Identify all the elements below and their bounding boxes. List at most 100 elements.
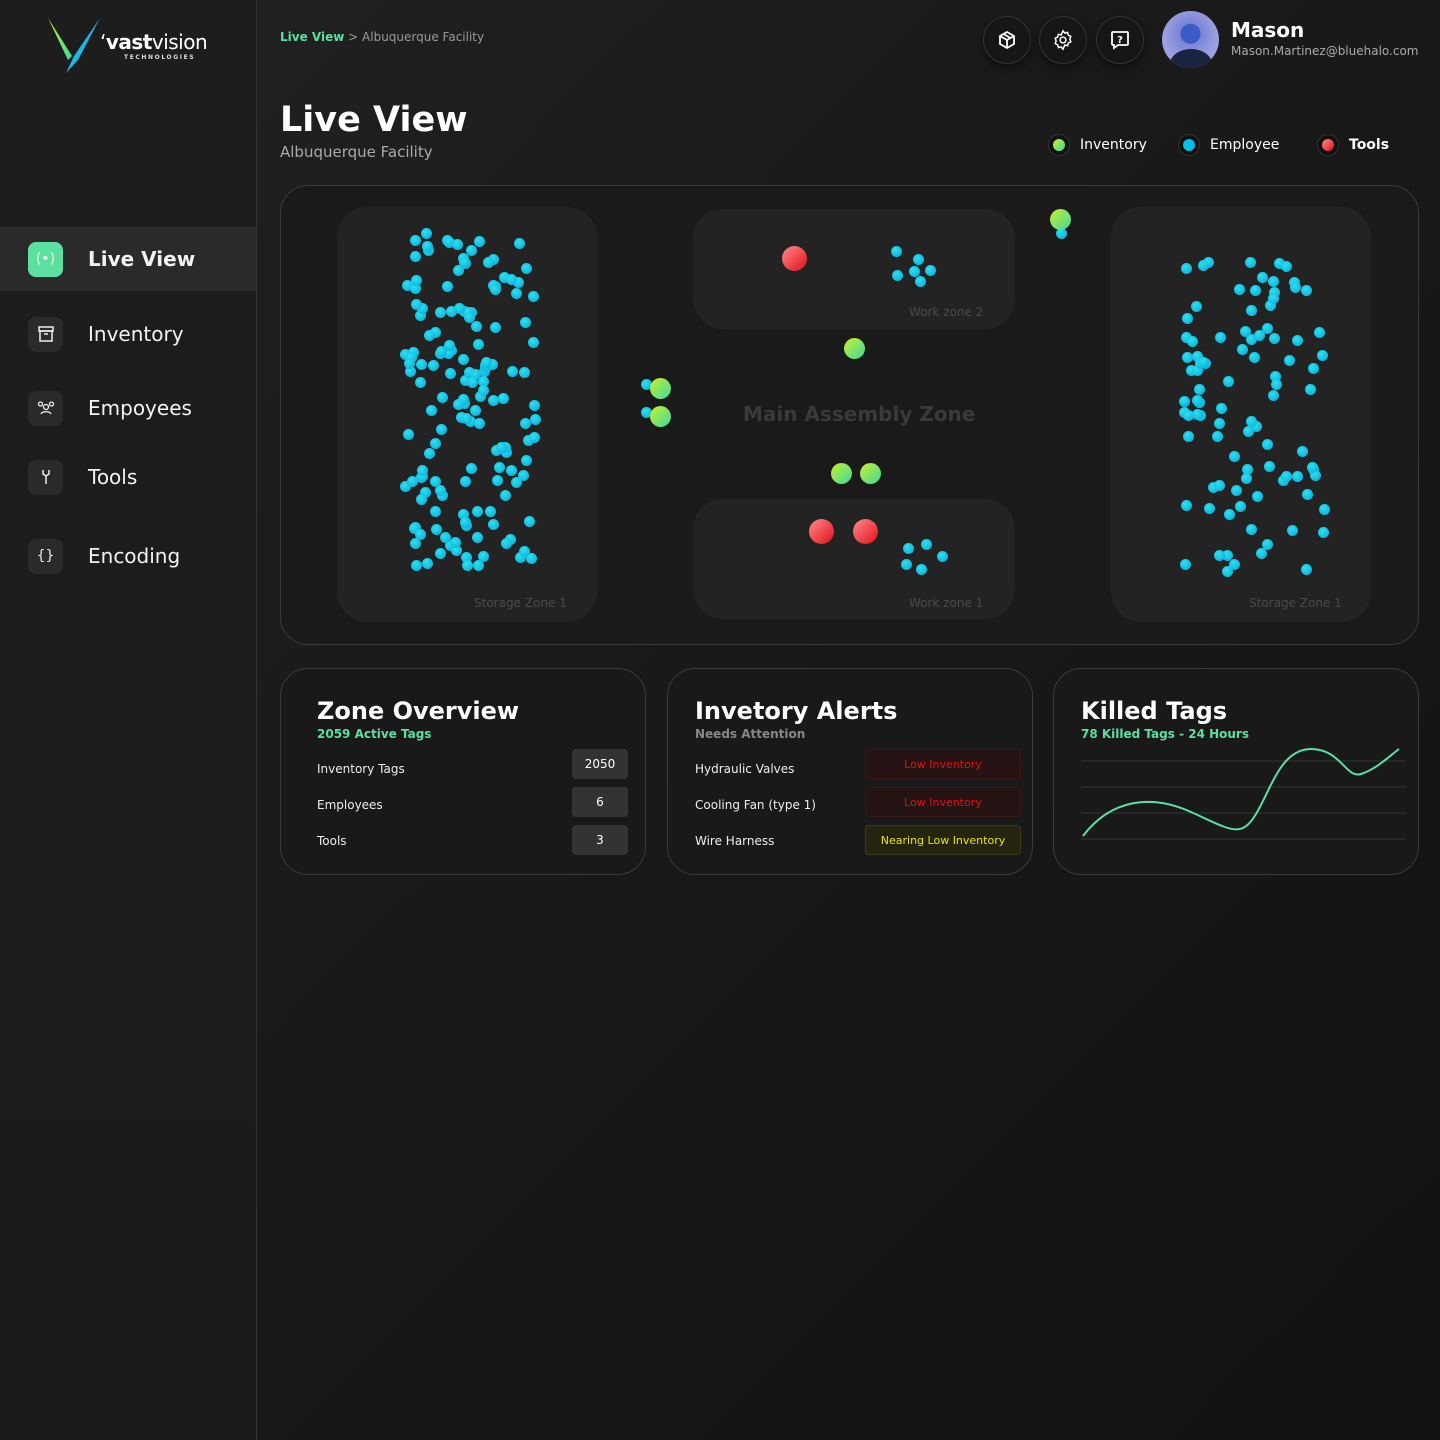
employee-tag[interactable] (1319, 503, 1331, 515)
employee-tag[interactable] (414, 309, 426, 321)
employee-tag[interactable] (405, 351, 417, 363)
employee-tag[interactable] (1198, 259, 1210, 271)
employee-tag[interactable] (419, 486, 431, 498)
avatar[interactable] (1162, 11, 1219, 68)
employee-tag[interactable] (1180, 332, 1192, 344)
employee-tag[interactable] (1191, 350, 1203, 362)
employee-tag[interactable] (641, 407, 652, 418)
employee-tag[interactable] (436, 346, 448, 358)
employee-tag[interactable] (1230, 485, 1242, 497)
employee-tag[interactable] (403, 358, 415, 370)
employee-tag[interactable] (1179, 559, 1191, 571)
employee-tag[interactable] (1310, 470, 1322, 482)
employee-tag[interactable] (424, 329, 436, 341)
employee-tag[interactable] (445, 305, 457, 317)
employee-tag[interactable] (1181, 312, 1193, 324)
employee-tag[interactable] (436, 391, 448, 403)
employee-tag[interactable] (422, 558, 433, 570)
inventory-tag[interactable] (860, 463, 881, 484)
employee-tag[interactable] (925, 265, 936, 276)
employee-tag[interactable] (472, 559, 484, 571)
employee-tag[interactable] (430, 327, 442, 339)
employee-tag[interactable] (1313, 326, 1325, 338)
employee-tag[interactable] (410, 235, 422, 247)
employee-tag[interactable] (511, 287, 523, 299)
employee-tag[interactable] (1213, 479, 1225, 491)
employee-tag[interactable] (451, 238, 463, 250)
employee-tag[interactable] (1281, 470, 1293, 482)
employee-tag[interactable] (426, 404, 438, 416)
employee-tag[interactable] (1243, 426, 1255, 438)
employee-tag[interactable] (1262, 438, 1274, 450)
employee-tag[interactable] (430, 506, 442, 518)
employee-tag[interactable] (405, 366, 417, 378)
employee-tag[interactable] (1261, 322, 1273, 334)
employee-tag[interactable] (473, 236, 485, 248)
employee-tag[interactable] (458, 508, 470, 520)
employee-tag[interactable] (423, 448, 435, 460)
employee-tag[interactable] (1234, 501, 1246, 513)
breadcrumb-link[interactable]: Live View (280, 30, 345, 44)
employee-tag[interactable] (436, 424, 448, 436)
employee-tag[interactable] (490, 284, 502, 296)
tool-tag[interactable] (853, 519, 878, 544)
employee-tag[interactable] (514, 552, 526, 564)
employee-tag[interactable] (460, 413, 472, 425)
employee-tag[interactable] (1183, 430, 1195, 442)
employee-tag[interactable] (1264, 460, 1276, 472)
employee-tag[interactable] (1056, 228, 1067, 239)
employee-tag[interactable] (921, 539, 932, 550)
employee-tag[interactable] (400, 481, 412, 493)
employee-tag[interactable] (491, 474, 503, 486)
tool-tag[interactable] (782, 246, 807, 271)
employee-tag[interactable] (1302, 488, 1313, 500)
employee-tag[interactable] (1249, 351, 1260, 363)
employee-tag[interactable] (495, 442, 507, 454)
employee-tag[interactable] (1191, 365, 1203, 377)
legend-inventory[interactable]: Inventory (1048, 134, 1147, 156)
employee-tag[interactable] (1186, 365, 1198, 377)
employee-tag[interactable] (1208, 481, 1220, 493)
employee-tag[interactable] (1234, 284, 1246, 296)
employee-tag[interactable] (472, 338, 484, 350)
employee-tag[interactable] (1245, 257, 1257, 269)
employee-tag[interactable] (443, 237, 455, 249)
employee-tag[interactable] (518, 367, 530, 379)
employee-tag[interactable] (416, 465, 428, 477)
employee-tag[interactable] (474, 417, 486, 429)
employee-tag[interactable] (445, 367, 457, 379)
employee-tag[interactable] (1254, 329, 1266, 341)
employee-tag[interactable] (450, 537, 461, 548)
employee-tag[interactable] (470, 369, 482, 381)
employee-tag[interactable] (463, 366, 475, 378)
employee-tag[interactable] (421, 228, 433, 240)
employee-tag[interactable] (892, 270, 903, 281)
employee-tag[interactable] (1192, 409, 1204, 421)
employee-tag[interactable] (903, 543, 914, 554)
employee-tag[interactable] (471, 531, 483, 543)
employee-tag[interactable] (440, 532, 452, 544)
employee-tag[interactable] (489, 322, 501, 334)
employee-tag[interactable] (459, 375, 471, 387)
employee-tag[interactable] (901, 559, 912, 570)
employee-tag[interactable] (464, 311, 476, 323)
storage-zone-right[interactable] (1111, 207, 1371, 622)
employee-tag[interactable] (1270, 370, 1282, 382)
employee-tag[interactable] (1246, 333, 1258, 345)
sidebar-item-inventory[interactable]: Inventory (0, 302, 256, 366)
employee-tag[interactable] (430, 475, 442, 487)
employee-tag[interactable] (1287, 525, 1299, 537)
employee-tag[interactable] (488, 519, 500, 531)
employee-tag[interactable] (507, 366, 519, 378)
employee-tag[interactable] (453, 398, 465, 410)
employee-tag[interactable] (1241, 463, 1253, 475)
employee-tag[interactable] (1257, 272, 1269, 284)
employee-tag[interactable] (402, 429, 414, 441)
employee-tag[interactable] (528, 432, 540, 444)
employee-tag[interactable] (1261, 539, 1273, 551)
employee-tag[interactable] (434, 307, 446, 319)
employee-tag[interactable] (450, 544, 462, 556)
employee-tag[interactable] (484, 505, 496, 517)
employee-tag[interactable] (459, 517, 471, 529)
employee-tag[interactable] (1281, 260, 1293, 272)
